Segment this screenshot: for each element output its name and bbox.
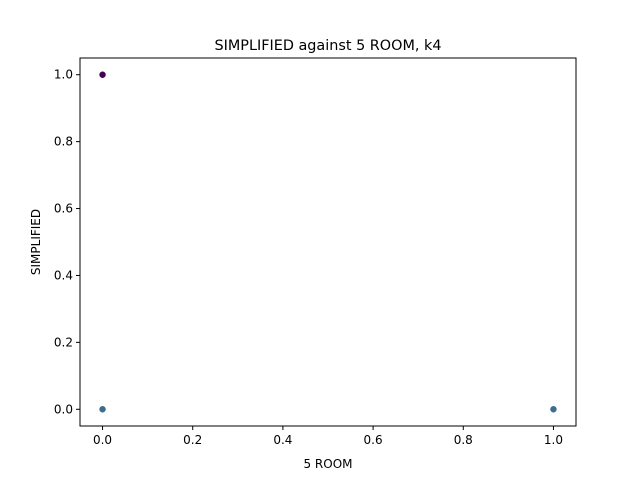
- y-tick-label: 0.4: [54, 268, 73, 282]
- data-point: [99, 71, 106, 78]
- x-tick-label: 0.6: [364, 433, 383, 447]
- y-tick-label: 0.8: [54, 135, 73, 149]
- data-points: [99, 71, 557, 413]
- y-tick-label: 0.0: [54, 402, 73, 416]
- y-axis-ticks: 0.0 0.2 0.4 0.6 0.8 1.0: [54, 68, 80, 416]
- data-point: [99, 406, 106, 413]
- plot-area: [80, 58, 576, 426]
- plot-frame: [79, 57, 577, 427]
- x-tick-label: 0.2: [183, 433, 202, 447]
- x-axis-label: 5 ROOM: [303, 457, 352, 471]
- x-axis-ticks: 0.0 0.2 0.4 0.6 0.8 1.0: [93, 426, 563, 447]
- y-tick-label: 0.2: [54, 335, 73, 349]
- data-point: [550, 406, 557, 413]
- y-tick-label: 1.0: [54, 68, 73, 82]
- x-tick-label: 1.0: [544, 433, 563, 447]
- x-tick-label: 0.0: [93, 433, 112, 447]
- x-tick-label: 0.8: [454, 433, 473, 447]
- y-axis-label: SIMPLIFIED: [29, 209, 43, 275]
- x-tick-label: 0.4: [273, 433, 292, 447]
- y-tick-label: 0.6: [54, 202, 73, 216]
- chart-title: SIMPLIFIED against 5 ROOM, k4: [214, 38, 441, 54]
